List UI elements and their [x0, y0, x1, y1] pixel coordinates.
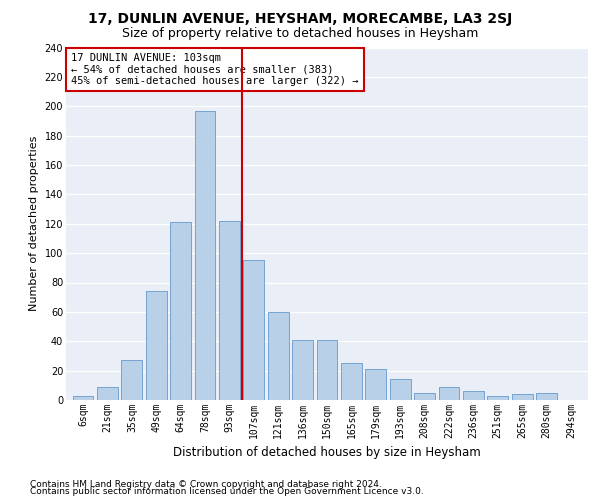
Bar: [512, 394, 533, 400]
Bar: [146, 292, 167, 400]
Text: Size of property relative to detached houses in Heysham: Size of property relative to detached ho…: [122, 28, 478, 40]
Bar: [219, 221, 240, 400]
Bar: [268, 312, 289, 400]
Bar: [194, 110, 215, 400]
Text: 17 DUNLIN AVENUE: 103sqm
← 54% of detached houses are smaller (383)
45% of semi-: 17 DUNLIN AVENUE: 103sqm ← 54% of detach…: [71, 53, 359, 86]
Bar: [73, 396, 94, 400]
Bar: [341, 364, 362, 400]
X-axis label: Distribution of detached houses by size in Heysham: Distribution of detached houses by size …: [173, 446, 481, 460]
Text: Contains public sector information licensed under the Open Government Licence v3: Contains public sector information licen…: [30, 487, 424, 496]
Bar: [317, 340, 337, 400]
Bar: [121, 360, 142, 400]
Y-axis label: Number of detached properties: Number of detached properties: [29, 136, 39, 312]
Bar: [390, 380, 410, 400]
Bar: [170, 222, 191, 400]
Text: 17, DUNLIN AVENUE, HEYSHAM, MORECAMBE, LA3 2SJ: 17, DUNLIN AVENUE, HEYSHAM, MORECAMBE, L…: [88, 12, 512, 26]
Bar: [439, 387, 460, 400]
Bar: [414, 392, 435, 400]
Bar: [365, 369, 386, 400]
Bar: [97, 387, 118, 400]
Bar: [292, 340, 313, 400]
Bar: [536, 392, 557, 400]
Bar: [463, 391, 484, 400]
Text: Contains HM Land Registry data © Crown copyright and database right 2024.: Contains HM Land Registry data © Crown c…: [30, 480, 382, 489]
Bar: [244, 260, 264, 400]
Bar: [487, 396, 508, 400]
